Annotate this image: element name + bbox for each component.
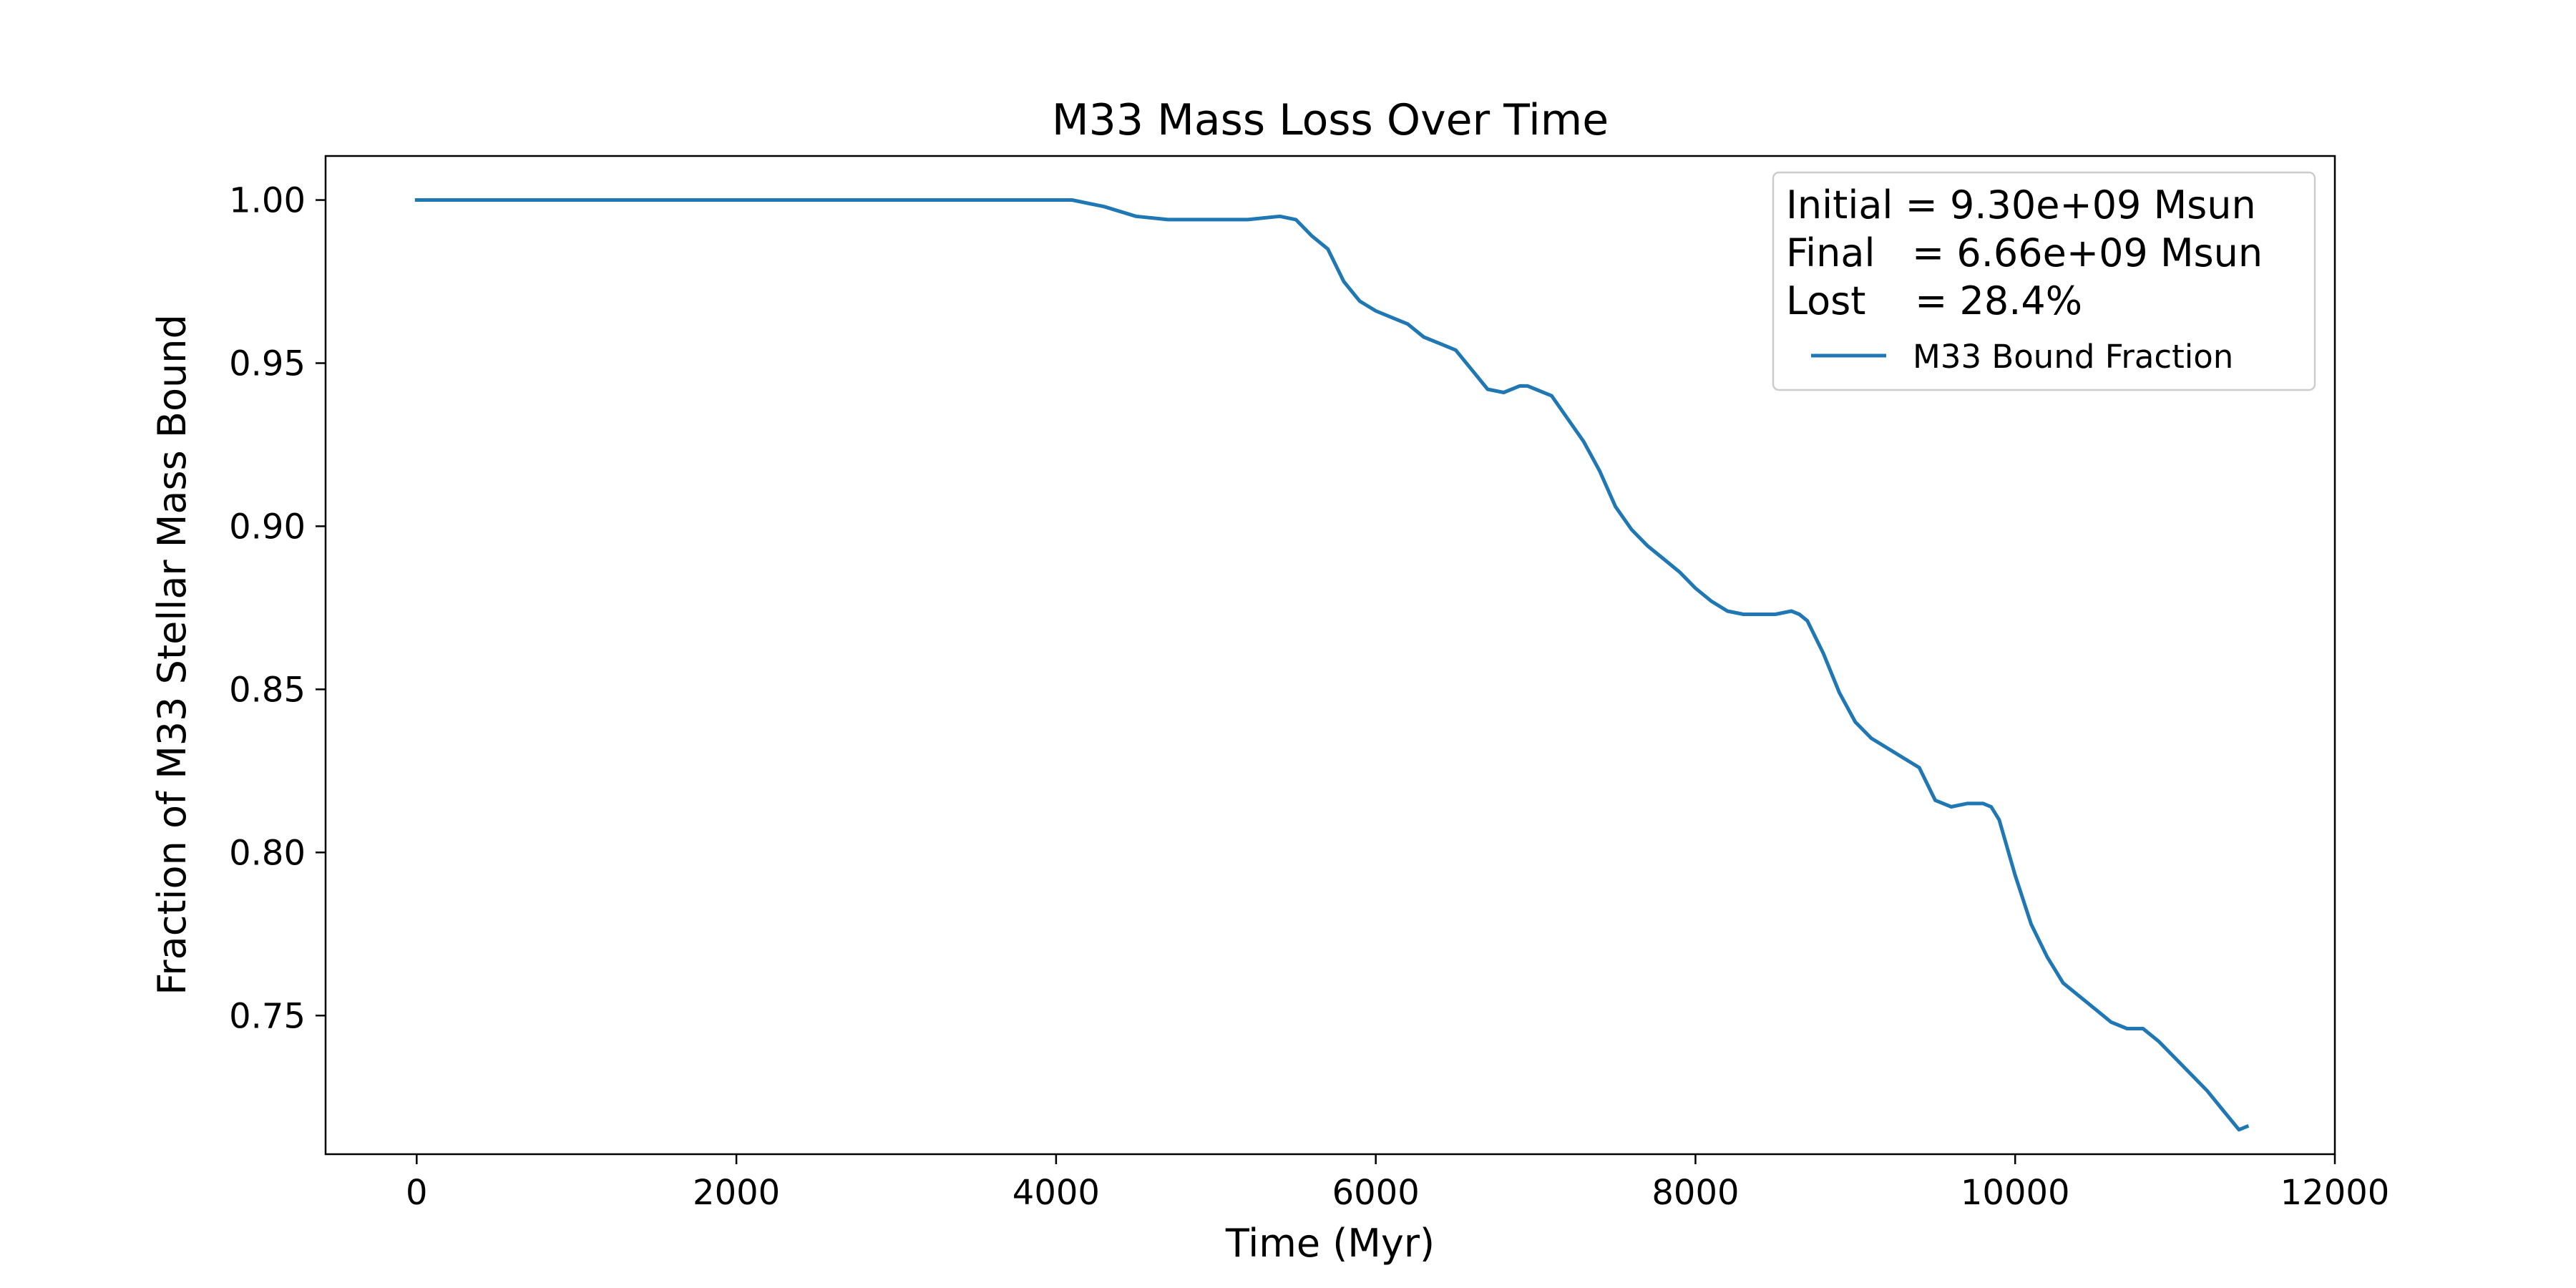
y-tick-label: 0.80 — [229, 833, 306, 873]
annotation-initial: Initial = 9.30e+09 Msun — [1786, 182, 2256, 228]
legend-box — [1772, 171, 2316, 391]
x-tick-label: 8000 — [1652, 1173, 1739, 1213]
legend: Initial = 9.30e+09 Msun Final = 6.66e+09… — [1772, 171, 2316, 391]
x-axis: 0 2000 4000 6000 8000 10000 12000 — [406, 1154, 2389, 1213]
annotation-lost: Lost = 28.4% — [1786, 278, 2082, 323]
x-axis-title: Time (Myr) — [1225, 1221, 1435, 1266]
x-tick-label: 10000 — [1961, 1173, 2070, 1213]
y-tick-label: 1.00 — [229, 181, 306, 221]
y-tick-label: 0.75 — [229, 996, 306, 1036]
x-tick-label: 4000 — [1013, 1173, 1100, 1213]
y-tick-label: 0.85 — [229, 670, 306, 710]
x-tick-label: 0 — [406, 1173, 428, 1213]
chart-title: M33 Mass Loss Over Time — [1052, 95, 1609, 145]
y-axis: 0.75 0.80 0.85 0.90 0.95 1.00 — [229, 181, 326, 1036]
series-line — [414, 198, 2250, 1132]
x-tick-label: 6000 — [1332, 1173, 1420, 1213]
y-tick-label: 0.90 — [229, 507, 306, 547]
x-tick-label: 2000 — [693, 1173, 780, 1213]
annotation-final: Final = 6.66e+09 Msun — [1786, 230, 2263, 275]
plot-frame — [324, 155, 2336, 1156]
y-axis-title: Fraction of M33 Stellar Mass Bound — [150, 314, 195, 995]
x-tick-label: 12000 — [2280, 1173, 2390, 1213]
y-tick-label: 0.95 — [229, 343, 306, 384]
legend-series-label: M33 Bound Fraction — [1913, 338, 2233, 376]
